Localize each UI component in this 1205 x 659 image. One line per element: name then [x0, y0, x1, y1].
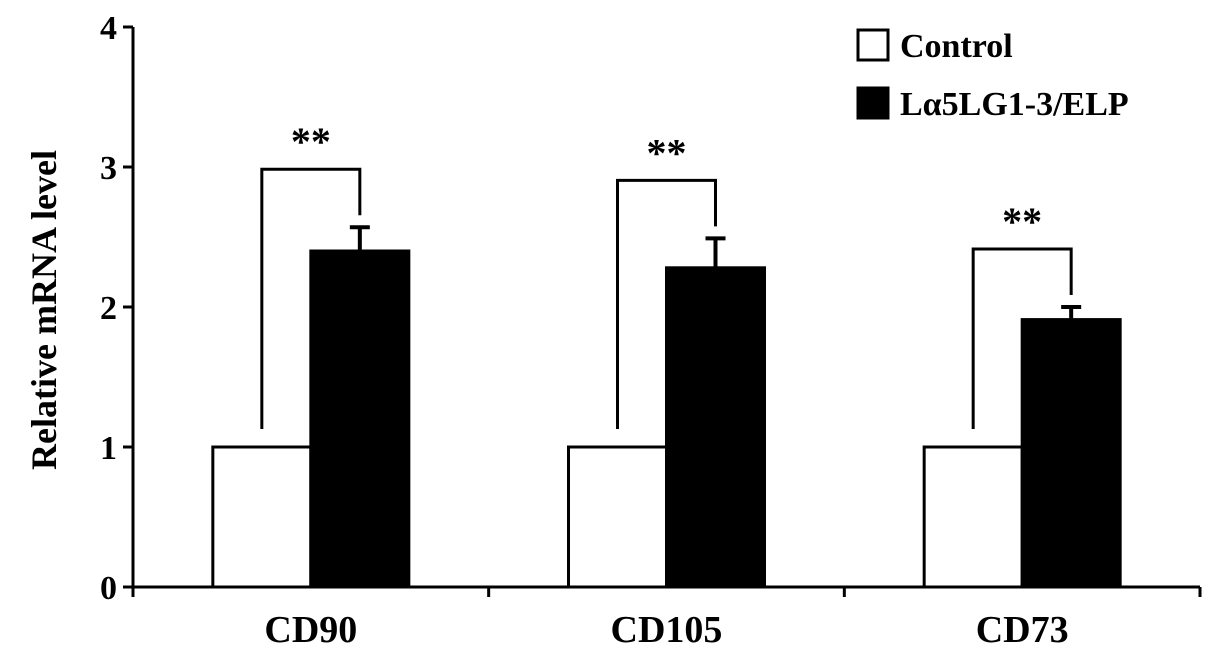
x-tick-label: CD90 — [264, 609, 357, 651]
y-tick-label: 4 — [100, 10, 117, 47]
legend-label: Control — [900, 28, 1013, 65]
bar-treatment — [309, 249, 411, 589]
significance-marker: ** — [1002, 199, 1042, 244]
y-tick-label: 2 — [100, 290, 117, 327]
significance-bracket — [260, 167, 362, 429]
x-tick-label: CD105 — [611, 609, 723, 651]
legend-swatch — [856, 86, 890, 120]
bar-control — [567, 445, 668, 589]
bar-control — [211, 445, 313, 589]
bar-treatment — [665, 266, 766, 589]
significance-marker: ** — [647, 130, 687, 175]
legend-label: Lα5LG1-3/ELP — [900, 86, 1129, 123]
significance-bracket — [616, 178, 717, 429]
bars — [211, 225, 1122, 589]
significance-bracket — [971, 247, 1073, 429]
legend: Control Lα5LG1-3/ELP — [856, 28, 1129, 123]
y-tick-label: 1 — [100, 430, 117, 467]
bar-treatment — [1020, 318, 1122, 589]
significance-annotations: ** ** ** — [260, 119, 1073, 429]
significance-marker: ** — [291, 119, 331, 164]
y-tick-label: 3 — [100, 150, 117, 187]
y-axis-label: Relative mRNA level — [24, 150, 64, 470]
x-tick-label: CD73 — [976, 609, 1069, 651]
y-tick-label: 0 — [100, 570, 117, 607]
legend-swatch — [856, 28, 890, 62]
bar-control — [922, 445, 1024, 589]
